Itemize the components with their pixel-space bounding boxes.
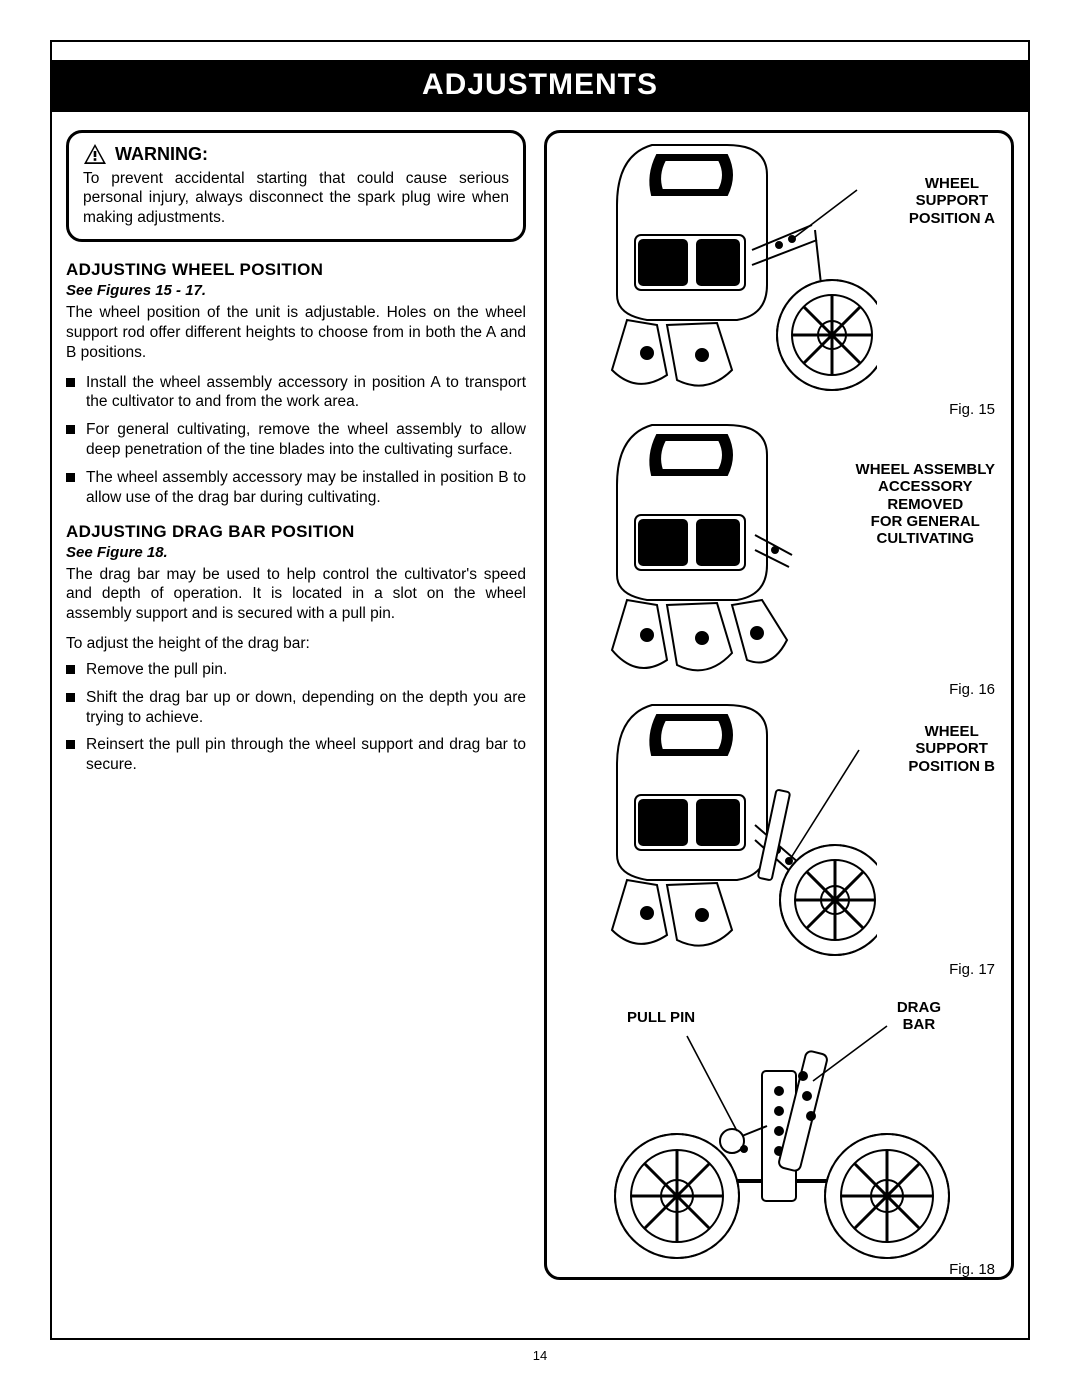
section1-intro: The wheel position of the unit is adjust… — [66, 303, 526, 362]
list-item: For general cultivating, remove the whee… — [66, 420, 526, 460]
section1-heading: ADJUSTING WHEEL POSITION — [66, 260, 526, 280]
figure-17-label: WHEEL SUPPORT POSITION B — [908, 723, 995, 775]
left-column: WARNING: To prevent accidental starting … — [66, 130, 526, 1280]
figure-15-label: WHEEL SUPPORT POSITION A — [909, 175, 995, 227]
section2-see-figure: See Figure 18. — [66, 544, 526, 561]
cultivator-position-b-illustration-icon — [557, 695, 877, 975]
section1-see-figures: See Figures 15 - 17. — [66, 282, 526, 299]
page-frame: ADJUSTMENTS WARNING: To preven — [50, 40, 1030, 1340]
figure-18-label-dragbar: DRAG BAR — [897, 999, 941, 1034]
page-title: ADJUSTMENTS — [422, 68, 658, 101]
figure-18-number: Fig. 18 — [949, 1261, 995, 1278]
section1-bullet-list: Install the wheel assembly accessory in … — [66, 373, 526, 508]
warning-heading: WARNING: — [115, 144, 208, 165]
section2-intro: The drag bar may be used to help control… — [66, 565, 526, 624]
list-item: Install the wheel assembly accessory in … — [66, 373, 526, 413]
figure-18-label-pullpin: PULL PIN — [627, 1009, 695, 1026]
list-item: The wheel assembly accessory may be inst… — [66, 468, 526, 508]
figure-17-panel: WHEEL SUPPORT POSITION B Fig. 17 — [557, 701, 1001, 981]
warning-heading-row: WARNING: — [83, 143, 509, 165]
figure-18-panel: PULL PIN DRAG BAR Fig. 18 — [557, 981, 1001, 1280]
figure-16-number: Fig. 16 — [949, 681, 995, 698]
list-item: Shift the drag bar up or down, depending… — [66, 688, 526, 728]
figure-16-panel: WHEEL ASSEMBLY ACCESSORY REMOVED FOR GEN… — [557, 421, 1001, 701]
section2-lead: To adjust the height of the drag bar: — [66, 634, 526, 654]
warning-body: To prevent accidental starting that coul… — [83, 169, 509, 227]
figure-16-label: WHEEL ASSEMBLY ACCESSORY REMOVED FOR GEN… — [856, 461, 995, 547]
cultivator-no-wheel-illustration-icon — [557, 415, 817, 695]
section2-bullet-list: Remove the pull pin. Shift the drag bar … — [66, 660, 526, 775]
page-title-bar: ADJUSTMENTS — [52, 60, 1028, 112]
list-item: Remove the pull pin. — [66, 660, 526, 680]
warning-triangle-icon — [83, 143, 107, 165]
warning-box: WARNING: To prevent accidental starting … — [66, 130, 526, 242]
figure-15-panel: WHEEL SUPPORT POSITION A Fig. 15 — [557, 141, 1001, 421]
figure-15-number: Fig. 15 — [949, 401, 995, 418]
list-item: Reinsert the pull pin through the wheel … — [66, 735, 526, 775]
figure-17-number: Fig. 17 — [949, 961, 995, 978]
figure-box: WHEEL SUPPORT POSITION A Fig. 15 — [544, 130, 1014, 1280]
page-number: 14 — [50, 1348, 1030, 1363]
two-column-layout: WARNING: To prevent accidental starting … — [52, 130, 1028, 1280]
section2-heading: ADJUSTING DRAG BAR POSITION — [66, 522, 526, 542]
cultivator-illustration-icon — [557, 135, 877, 415]
right-column: WHEEL SUPPORT POSITION A Fig. 15 — [544, 130, 1014, 1280]
